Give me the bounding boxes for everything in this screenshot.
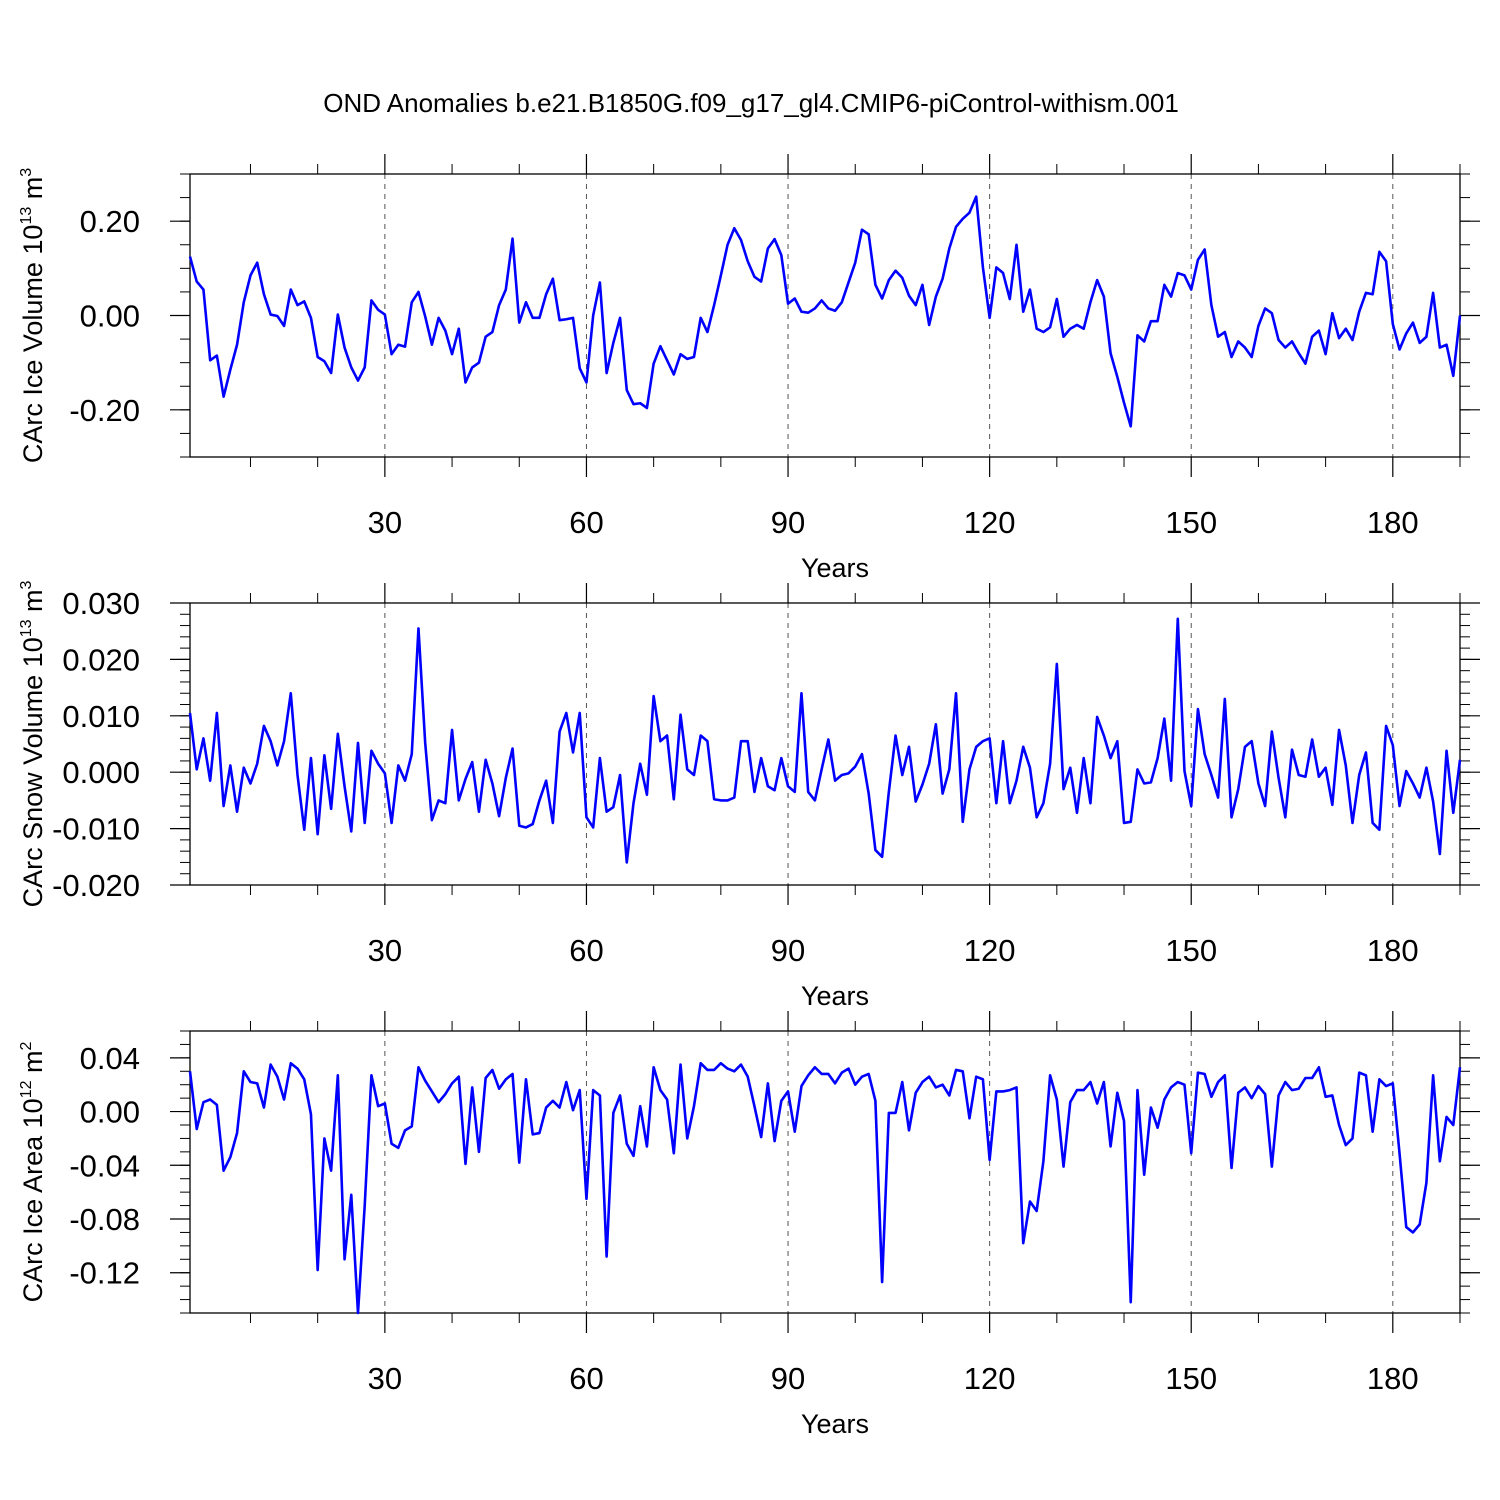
y-tick-label: -0.08: [69, 1202, 140, 1237]
y-tick-label: 0.000: [62, 755, 140, 790]
x-tick-label: 180: [1367, 933, 1419, 968]
y-tick-label: 0.020: [62, 642, 140, 677]
y-axis-label: CArc Snow Volume 1013 m3: [18, 580, 48, 907]
y-tick-label: -0.010: [52, 812, 140, 847]
x-tick-label: 120: [964, 1361, 1016, 1396]
x-tick-label: 90: [771, 933, 805, 968]
y-tick-label: 0.00: [80, 1095, 140, 1130]
x-tick-label: 90: [771, 505, 805, 540]
x-tick-label: 90: [771, 1361, 805, 1396]
x-axis-label: Years: [801, 1409, 869, 1439]
series-line-2: [188, 617, 1462, 864]
plot-frame: [189, 1030, 1461, 1314]
x-tick-label: 180: [1367, 505, 1419, 540]
x-axis-label: Years: [801, 981, 869, 1011]
x-tick-label: 30: [368, 933, 402, 968]
chart-title: OND Anomalies b.e21.B1850G.f09_g17_gl4.C…: [323, 88, 1179, 118]
y-tick-label: 0.030: [62, 586, 140, 621]
y-tick-label: -0.04: [69, 1148, 140, 1183]
x-tick-label: 150: [1165, 933, 1217, 968]
y-axis-label: CArc Ice Volume 1013 m3: [18, 168, 48, 463]
x-tick-label: 30: [368, 1361, 402, 1396]
x-tick-label: 60: [569, 933, 603, 968]
series-line-3: [188, 1061, 1462, 1315]
x-tick-label: 150: [1165, 1361, 1217, 1396]
panel-2: 30 60 90 120 150 180 -0.020 -0.010 0.000 0.010 0.0…: [18, 580, 1480, 1011]
y-axis-label: CArc Ice Area 1012 m2: [18, 1042, 48, 1303]
x-axis-label: Years: [801, 553, 869, 583]
y-tick-label: 0.20: [80, 204, 140, 239]
y-tick-label: 0.00: [80, 299, 140, 334]
x-tick-label: 120: [964, 933, 1016, 968]
y-tick-label: 0.04: [80, 1041, 140, 1076]
plot-frame: [189, 173, 1461, 458]
x-tick-label: 30: [368, 505, 402, 540]
y-tick-label: 0.010: [62, 699, 140, 734]
panel-3: 30 60 90 120 150 180 -0.12 -0.08 -0.04 0.00 0.04 Ye…: [18, 1011, 1480, 1439]
y-tick-label: -0.20: [69, 393, 140, 428]
x-tick-label: 60: [569, 505, 603, 540]
series-line-1: [188, 195, 1462, 428]
x-tick-label: 180: [1367, 1361, 1419, 1396]
x-tick-label: 120: [964, 505, 1016, 540]
x-tick-label: 60: [569, 1361, 603, 1396]
y-tick-label: -0.020: [52, 868, 140, 903]
panel-1: 30 60 90 120 150 180 -0.20 0.00 0.20 Years CArc Ic…: [18, 154, 1480, 583]
x-tick-label: 150: [1165, 505, 1217, 540]
y-tick-label: -0.12: [69, 1256, 140, 1291]
plot-frame: [189, 602, 1461, 886]
